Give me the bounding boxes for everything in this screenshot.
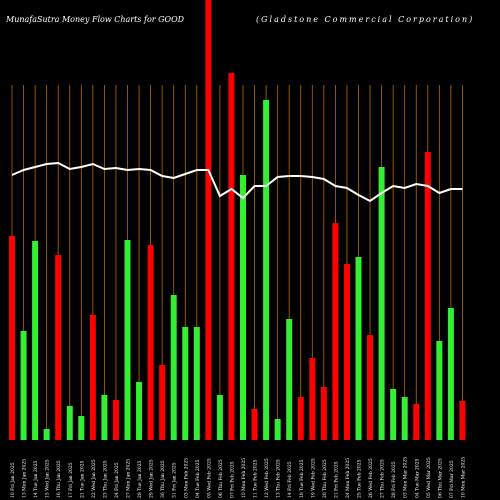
chart-title: MunafaSutra Money Flow Charts for GOOD (5, 15, 185, 24)
x-tick-label: 21 Tue Jan 2025 (79, 460, 85, 498)
x-tick-label: 13 Thu Feb 2025 (276, 459, 282, 498)
x-tick-label: 28 Tue Jan 2025 (137, 460, 143, 498)
x-tick-label: 15 Wed Jan 2025 (45, 459, 51, 498)
x-tick-label: 23 Thu Jan 2025 (102, 460, 108, 498)
bar (228, 73, 235, 440)
x-tick-label: 22 Wed Jan 2025 (91, 459, 97, 498)
bar (147, 245, 154, 440)
x-tick-label: 30 Thu Jan 2025 (160, 460, 166, 498)
bar (193, 327, 200, 440)
bar (216, 395, 223, 440)
line (11, 161, 463, 203)
bar (309, 358, 316, 440)
bar (112, 400, 119, 440)
bar (413, 404, 420, 440)
x-tick-label: 28 Fri Feb 2025 (391, 461, 397, 498)
bar (89, 315, 96, 440)
bar (320, 387, 327, 440)
bar (367, 335, 374, 440)
x-tick-label: 04 Tue Feb 2025 (195, 459, 201, 498)
x-tick-label: 25 Tue Feb 2025 (357, 459, 363, 498)
bar (55, 255, 62, 440)
x-tick-label: 03 Mon Feb 2025 (183, 458, 189, 498)
bar (297, 397, 304, 440)
x-tick-label: 24 Mon Feb 2025 (345, 458, 351, 498)
x-tick-label: 07 Fri Feb 2025 (229, 461, 235, 498)
bar (205, 0, 212, 440)
bar (66, 406, 73, 440)
x-tick-label: 06 Thu Mar 2025 (437, 458, 443, 498)
bar (390, 389, 397, 440)
bar (274, 419, 281, 440)
bar (182, 327, 189, 440)
bar (32, 241, 39, 440)
bar (20, 331, 27, 440)
x-tick-label: 14 Tue Jan 2025 (33, 460, 39, 498)
bar (240, 175, 246, 440)
x-tick-label: 31 Fri Jan 2025 (172, 462, 178, 498)
x-tick-label: 16 Thu Jan 2025 (56, 460, 62, 498)
x-tick-label: 10 Fri Jan 2025 (10, 462, 16, 498)
x-tick-label: 05 Wed Feb 2025 (206, 458, 212, 498)
bar (170, 295, 177, 440)
x-tick-label: 14 Fri Feb 2025 (287, 461, 293, 498)
bar (78, 416, 85, 440)
x-tick-label: 17 Fri Jan 2025 (68, 462, 74, 498)
x-tick-label: 03 Mon Mar 2025 (403, 457, 409, 498)
bar (286, 319, 293, 440)
x-tick-label: 21 Fri Feb 2025 (333, 461, 339, 498)
bar (124, 240, 131, 440)
x-tick-label: 27 Mon Jan 2025 (126, 459, 132, 498)
chart-subtitle: (Gladstone Commercial Corporation) (256, 15, 474, 24)
x-tick-label: 05 Wed Mar 2025 (426, 457, 432, 498)
x-tick-label: 20 Thu Feb 2025 (322, 459, 328, 498)
x-tick-label: 06 Thu Feb 2025 (218, 459, 224, 498)
x-tick-label: 07 Fri Mar 2025 (449, 460, 455, 498)
x-tick-label: 27 Thu Feb 2025 (380, 459, 386, 498)
x-tick-label: 11 Tue Feb 2025 (253, 459, 259, 498)
bar (251, 409, 258, 440)
bar (136, 382, 143, 440)
x-tick-label: 19 Wed Feb 2025 (310, 458, 316, 498)
bar (343, 264, 350, 440)
plot (9, 0, 466, 440)
bar (447, 308, 454, 440)
bar (424, 152, 431, 440)
x-tick-label: 12 Wed Feb 2025 (264, 458, 270, 498)
x-tick-label: 18 Tue Feb 2025 (299, 459, 305, 498)
bar (459, 401, 466, 440)
bar (101, 395, 108, 440)
bar (9, 236, 15, 440)
x-tick-label: 04 Tue Mar 2025 (414, 458, 420, 498)
bar (355, 257, 362, 440)
bar (43, 429, 50, 440)
x-tick-label: 24 Fri Jan 2025 (114, 462, 120, 498)
x-tick-label: 26 Wed Feb 2025 (368, 458, 374, 498)
x-tick-label: 13 Mon Jan 2025 (22, 459, 28, 498)
bar (378, 167, 385, 440)
bar (401, 397, 408, 440)
bar (159, 365, 166, 440)
bar (436, 341, 443, 440)
bar (332, 223, 339, 440)
x-tick-label: 29 Wed Jan 2025 (149, 459, 155, 498)
bar (263, 100, 270, 440)
x-tick-label: 10 Mon Mar 2025 (460, 457, 466, 498)
x-tick-label: 10 Mon Feb 2025 (241, 458, 247, 498)
